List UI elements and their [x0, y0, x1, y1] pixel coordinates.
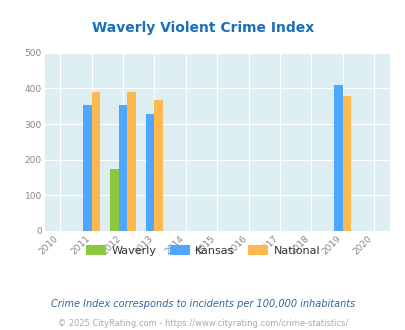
Bar — [83, 105, 92, 231]
Bar — [333, 85, 342, 231]
Text: Waverly Violent Crime Index: Waverly Violent Crime Index — [92, 21, 313, 35]
Legend: Waverly, Kansas, National: Waverly, Kansas, National — [81, 241, 324, 260]
Bar — [342, 96, 350, 231]
Bar — [110, 169, 119, 231]
Text: © 2025 CityRating.com - https://www.cityrating.com/crime-statistics/: © 2025 CityRating.com - https://www.city… — [58, 319, 347, 328]
Text: Crime Index corresponds to incidents per 100,000 inhabitants: Crime Index corresponds to incidents per… — [51, 299, 354, 309]
Bar — [119, 105, 127, 231]
Bar — [92, 92, 100, 231]
Bar — [146, 114, 154, 231]
Bar — [154, 100, 162, 231]
Bar — [127, 92, 135, 231]
